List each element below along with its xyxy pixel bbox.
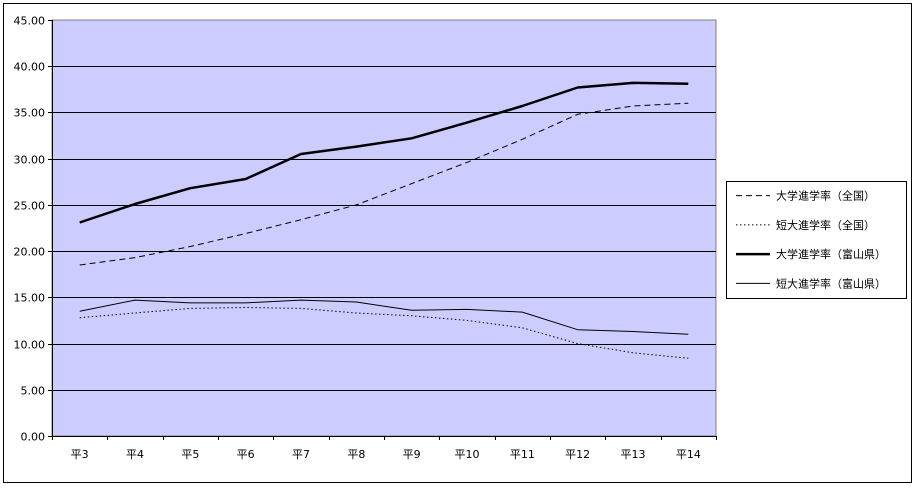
- y-tick-label: 40.00: [14, 61, 46, 74]
- y-tick-label: 5.00: [21, 385, 46, 398]
- x-tick-label: 平14: [676, 448, 701, 461]
- x-tick-label: 平7: [292, 448, 310, 461]
- series-lines: [79, 81, 689, 359]
- legend-label: 短大進学率（富山県）: [776, 276, 886, 290]
- x-tick-label: 平9: [403, 448, 421, 461]
- y-tick-label: 10.00: [14, 339, 46, 352]
- y-axis-ticks: 0.00 5.00 10.00 15.00 20.00 25.00 30.00 35.00 40…: [14, 15, 53, 444]
- legend-label: 短大進学率（全国）: [776, 218, 875, 232]
- y-tick-label: 35.00: [14, 107, 46, 120]
- x-tick-label: 平4: [126, 448, 144, 461]
- x-tick-label: 平5: [181, 448, 199, 461]
- x-axis-ticks: 平3 平4 平5 平6 平7 平8 平9 平10 平11 平12 平13 平14: [52, 436, 717, 461]
- plot-area: [51, 19, 717, 437]
- legend: 大学進学率（全国） 短大進学率（全国） 大学進学率（富山県） 短大進学率（富山県）: [726, 181, 907, 299]
- legend-label: 大学進学率（全国）: [776, 189, 875, 203]
- legend-label: 大学進学率（富山県）: [776, 247, 886, 261]
- series-line-3: [79, 81, 689, 224]
- series-line-4: [79, 299, 689, 335]
- y-tick-label: 20.00: [14, 246, 46, 259]
- x-tick-label: 平6: [237, 448, 255, 461]
- legend-box: [726, 181, 907, 299]
- y-tick-label: 25.00: [14, 200, 46, 213]
- y-tick-label: 15.00: [14, 292, 46, 305]
- x-tick-label: 平12: [565, 448, 590, 461]
- x-tick-label: 平10: [455, 448, 480, 461]
- y-tick-label: 0.00: [21, 431, 46, 444]
- y-tick-label: 45.00: [14, 15, 46, 28]
- gridlines: [52, 66, 716, 391]
- y-tick-label: 30.00: [14, 154, 46, 167]
- x-tick-label: 平8: [347, 448, 365, 461]
- x-tick-label: 平13: [621, 448, 646, 461]
- series-line-2: [79, 307, 689, 359]
- x-tick-label: 平3: [71, 448, 89, 461]
- x-tick-label: 平11: [510, 448, 535, 461]
- series-line-1: [79, 102, 689, 266]
